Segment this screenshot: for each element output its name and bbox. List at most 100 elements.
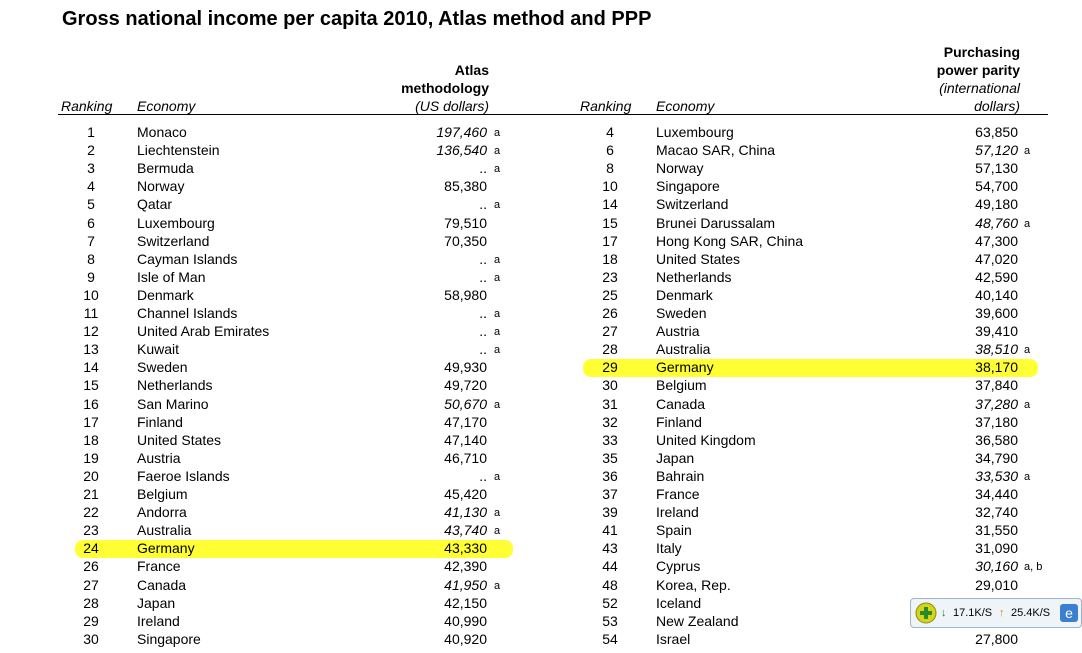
ranking: 8 <box>606 160 614 177</box>
value: 38,510 <box>975 341 1018 358</box>
economy: Austria <box>137 449 181 466</box>
title: Gross national income per capita 2010, A… <box>62 8 652 30</box>
ranking: 29 <box>83 612 99 629</box>
value-header: dollars) <box>974 98 1020 114</box>
economy: Ireland <box>656 504 699 521</box>
economy: Channel Islands <box>137 305 238 321</box>
ranking: 7 <box>87 232 95 249</box>
economy: Ireland <box>137 612 180 629</box>
value: 42,390 <box>444 558 487 575</box>
economy: Switzerland <box>137 232 210 249</box>
value: .. <box>479 305 487 321</box>
note: a <box>1024 344 1031 357</box>
ranking: 23 <box>83 522 99 539</box>
ranking: 37 <box>602 486 618 502</box>
economy: Japan <box>656 449 695 466</box>
ranking: 9 <box>87 268 95 285</box>
ranking: 28 <box>602 341 618 358</box>
economy: Norway <box>137 178 185 195</box>
header-rule <box>58 114 1048 115</box>
economy: Luxembourg <box>137 214 215 231</box>
ranking: 26 <box>83 558 99 575</box>
value-header: Purchasing <box>943 44 1020 60</box>
value: 37,840 <box>975 377 1018 394</box>
ranking: 30 <box>83 630 99 647</box>
ranking: 35 <box>602 449 618 466</box>
ranking: 6 <box>87 214 95 231</box>
economy: Isle of Man <box>137 268 206 285</box>
ranking: 5 <box>87 196 95 213</box>
ranking: 14 <box>602 196 618 213</box>
value: 50,670 <box>444 395 487 412</box>
economy: Singapore <box>656 178 720 195</box>
ranking: 32 <box>602 413 618 430</box>
value: 31,090 <box>975 540 1018 557</box>
value: 31,550 <box>975 522 1018 539</box>
economy: Qatar <box>137 196 173 213</box>
value: 34,790 <box>975 449 1018 466</box>
ranking: 15 <box>602 214 618 231</box>
value: 40,990 <box>444 612 487 629</box>
value: 47,140 <box>444 431 487 448</box>
economy: Israel <box>656 630 691 647</box>
ranking: 27 <box>83 576 99 593</box>
economy: Bahrain <box>656 467 705 484</box>
value: 40,920 <box>444 630 487 647</box>
value: 27,800 <box>975 630 1018 647</box>
network-speed-widget[interactable]: ↓ 17.1K/S ↑ 25.4K/S e <box>910 598 1082 628</box>
ranking: 1 <box>87 124 95 140</box>
economy: United Arab Emirates <box>137 323 270 340</box>
ranking: 29 <box>602 359 618 376</box>
value: 29,010 <box>975 576 1018 593</box>
note: a <box>494 145 501 158</box>
ranking: 36 <box>602 467 618 484</box>
download-speed: 17.1K/S <box>953 607 993 619</box>
economy: Belgium <box>137 486 188 502</box>
ranking-header: Ranking <box>580 98 632 114</box>
value: .. <box>479 268 487 285</box>
economy: Denmark <box>137 286 194 303</box>
ranking: 44 <box>602 558 618 575</box>
ranking: 48 <box>602 576 618 593</box>
economy: Spain <box>656 522 692 539</box>
value: .. <box>479 196 487 213</box>
value: 79,510 <box>444 214 487 231</box>
economy: Switzerland <box>656 196 729 213</box>
upload-speed: 25.4K/S <box>1011 607 1051 619</box>
ranking: 24 <box>83 540 99 557</box>
ranking: 17 <box>602 232 618 249</box>
note: a <box>1024 145 1031 158</box>
note: a <box>1024 470 1031 483</box>
economy: Italy <box>656 540 682 557</box>
value: 33,530 <box>975 467 1018 484</box>
svg-text:e: e <box>1065 605 1073 621</box>
value: .. <box>479 467 487 484</box>
economy: Cyprus <box>656 558 701 575</box>
value-header: (US dollars) <box>415 98 489 114</box>
note: a <box>494 398 501 411</box>
economy: France <box>656 486 700 502</box>
economy: Norway <box>656 160 704 177</box>
economy: Bermuda <box>137 160 194 177</box>
value: 47,170 <box>444 413 487 430</box>
economy: Belgium <box>656 377 707 394</box>
highlight <box>583 359 1038 378</box>
economy: San Marino <box>137 395 209 412</box>
note: a <box>494 199 501 212</box>
ranking: 12 <box>83 323 99 340</box>
value: 42,150 <box>444 594 487 611</box>
economy: Andorra <box>137 504 187 521</box>
economy: Hong Kong SAR, China <box>656 232 804 249</box>
value: 43,330 <box>444 540 487 557</box>
note: a <box>494 579 501 592</box>
ranking: 6 <box>606 142 614 159</box>
economy: Macao SAR, China <box>656 142 776 159</box>
value: 38,170 <box>975 359 1018 376</box>
economy: Liechtenstein <box>137 142 220 159</box>
note: a <box>494 470 501 483</box>
ranking: 21 <box>83 486 99 502</box>
ranking: 27 <box>602 323 618 340</box>
ranking: 10 <box>602 178 618 195</box>
ranking: 28 <box>83 594 99 611</box>
